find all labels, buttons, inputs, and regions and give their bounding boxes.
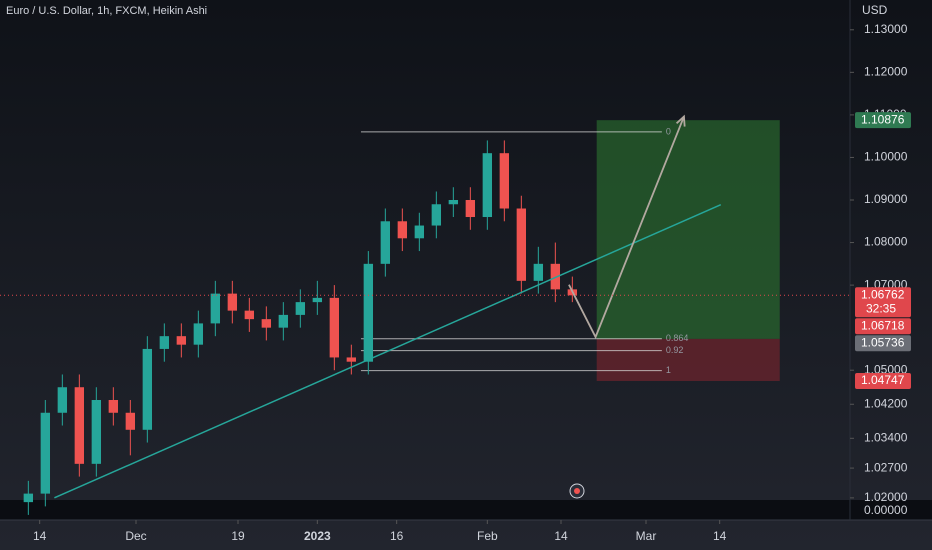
candle-body bbox=[516, 208, 527, 281]
candle-body bbox=[159, 336, 170, 349]
fib-label: 0 bbox=[666, 126, 671, 136]
candle-body bbox=[40, 412, 51, 494]
candle-body bbox=[193, 323, 204, 345]
y-tick-label: 1.09000 bbox=[864, 192, 908, 206]
event-icon bbox=[569, 483, 585, 499]
candle-body bbox=[278, 314, 289, 328]
candle-body bbox=[91, 400, 102, 464]
y-tick-label: 1.13000 bbox=[864, 22, 908, 36]
chart-title: Euro / U.S. Dollar, 1h, FXCM, Heikin Ash… bbox=[6, 5, 207, 17]
price-tag bbox=[855, 372, 911, 389]
x-tick-label: 2023 bbox=[304, 529, 331, 543]
x-tick-label: Mar bbox=[636, 529, 657, 543]
lower-pane bbox=[0, 500, 932, 520]
fib-label: 0.92 bbox=[666, 345, 684, 355]
candle-body bbox=[499, 153, 510, 209]
candle-body bbox=[74, 387, 85, 464]
candle-body bbox=[533, 263, 544, 281]
y-tick-label: 1.03400 bbox=[864, 430, 908, 444]
candle-body bbox=[380, 221, 391, 264]
y-tick-label: 1.12000 bbox=[864, 65, 908, 79]
price-tag-label: 1.06762 bbox=[861, 287, 905, 301]
candle-body bbox=[465, 200, 476, 218]
lower-pane-tick-label: 0.00000 bbox=[864, 503, 908, 517]
candle-body bbox=[295, 302, 306, 315]
candle-body bbox=[244, 310, 255, 320]
candle-body bbox=[329, 297, 340, 358]
price-tag bbox=[855, 112, 911, 129]
candle-body bbox=[482, 153, 493, 218]
candle-body bbox=[57, 387, 68, 413]
candle-body bbox=[142, 348, 153, 430]
candle-body bbox=[431, 204, 442, 226]
candle-body bbox=[414, 225, 425, 239]
price-tag-label: 1.04747 bbox=[861, 373, 905, 387]
candle-body bbox=[210, 293, 221, 324]
y-tick-label: 1.10000 bbox=[864, 150, 908, 164]
x-tick-label: Feb bbox=[477, 529, 498, 543]
x-tick-label: 16 bbox=[390, 529, 404, 543]
price-tag bbox=[855, 287, 911, 318]
candle-body bbox=[312, 297, 323, 303]
projection-arrow bbox=[568, 116, 685, 340]
stop-loss-zone bbox=[596, 338, 780, 381]
y-tick-label: 1.02700 bbox=[864, 460, 908, 474]
candle-body bbox=[363, 263, 374, 362]
fib-label: 1 bbox=[666, 365, 671, 375]
candle-body bbox=[550, 263, 561, 290]
x-tick-label: 19 bbox=[231, 529, 245, 543]
candle-body bbox=[176, 336, 187, 345]
fib-label: 0.864 bbox=[666, 333, 689, 343]
candle-body bbox=[397, 221, 408, 239]
price-tag-label: 1.10876 bbox=[861, 112, 905, 126]
candle-body bbox=[227, 293, 238, 311]
price-countdown: 32:35 bbox=[866, 301, 896, 315]
price-tag bbox=[855, 335, 911, 352]
candle-body bbox=[346, 357, 357, 362]
price-tag-label: 1.05736 bbox=[861, 335, 905, 349]
price-tag bbox=[855, 318, 911, 335]
x-tick-label: Dec bbox=[125, 529, 146, 543]
candle-body bbox=[108, 400, 119, 413]
candle-body bbox=[261, 319, 272, 328]
x-tick-label: 14 bbox=[713, 529, 727, 543]
take-profit-zone bbox=[596, 120, 780, 339]
y-tick-label: 1.04200 bbox=[864, 396, 908, 410]
price-tag-label: 1.06718 bbox=[861, 318, 905, 332]
y-axis-label: USD bbox=[862, 3, 888, 17]
x-tick-label: 14 bbox=[33, 529, 47, 543]
candle-body bbox=[125, 412, 136, 430]
y-tick-label: 1.02000 bbox=[864, 490, 908, 504]
trend-line bbox=[54, 203, 722, 499]
candle-body bbox=[448, 200, 459, 205]
candle-body bbox=[23, 493, 34, 503]
x-tick-label: 14 bbox=[554, 529, 568, 543]
arrow-head bbox=[675, 114, 686, 127]
y-tick-label: 1.05000 bbox=[864, 362, 908, 376]
y-tick-label: 1.08000 bbox=[864, 235, 908, 249]
